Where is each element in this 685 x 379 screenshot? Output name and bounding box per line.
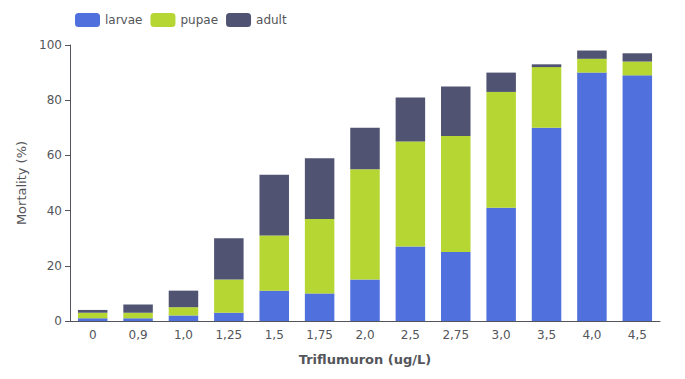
svg-text:2,5: 2,5 — [401, 328, 420, 342]
svg-text:3,5: 3,5 — [537, 328, 556, 342]
svg-text:2,75: 2,75 — [442, 328, 469, 342]
svg-text:Triflumuron (ug/L): Triflumuron (ug/L) — [299, 352, 432, 367]
svg-text:0: 0 — [89, 328, 97, 342]
svg-text:adult: adult — [256, 13, 287, 27]
svg-text:40: 40 — [47, 204, 62, 218]
svg-text:4,0: 4,0 — [582, 328, 601, 342]
svg-text:pupae: pupae — [180, 13, 218, 27]
svg-text:0,9: 0,9 — [129, 328, 148, 342]
svg-text:0: 0 — [54, 314, 62, 328]
svg-text:1,25: 1,25 — [215, 328, 242, 342]
svg-text:20: 20 — [47, 259, 62, 273]
svg-text:80: 80 — [47, 93, 62, 107]
svg-text:4,5: 4,5 — [628, 328, 647, 342]
svg-text:Mortality (%): Mortality (%) — [14, 141, 29, 225]
svg-text:larvae: larvae — [105, 13, 142, 27]
svg-text:100: 100 — [39, 38, 62, 52]
svg-text:3,0: 3,0 — [492, 328, 511, 342]
svg-text:2,0: 2,0 — [355, 328, 374, 342]
svg-text:1,75: 1,75 — [306, 328, 333, 342]
svg-text:60: 60 — [47, 148, 62, 162]
svg-text:1,0: 1,0 — [174, 328, 193, 342]
svg-text:1,5: 1,5 — [265, 328, 284, 342]
